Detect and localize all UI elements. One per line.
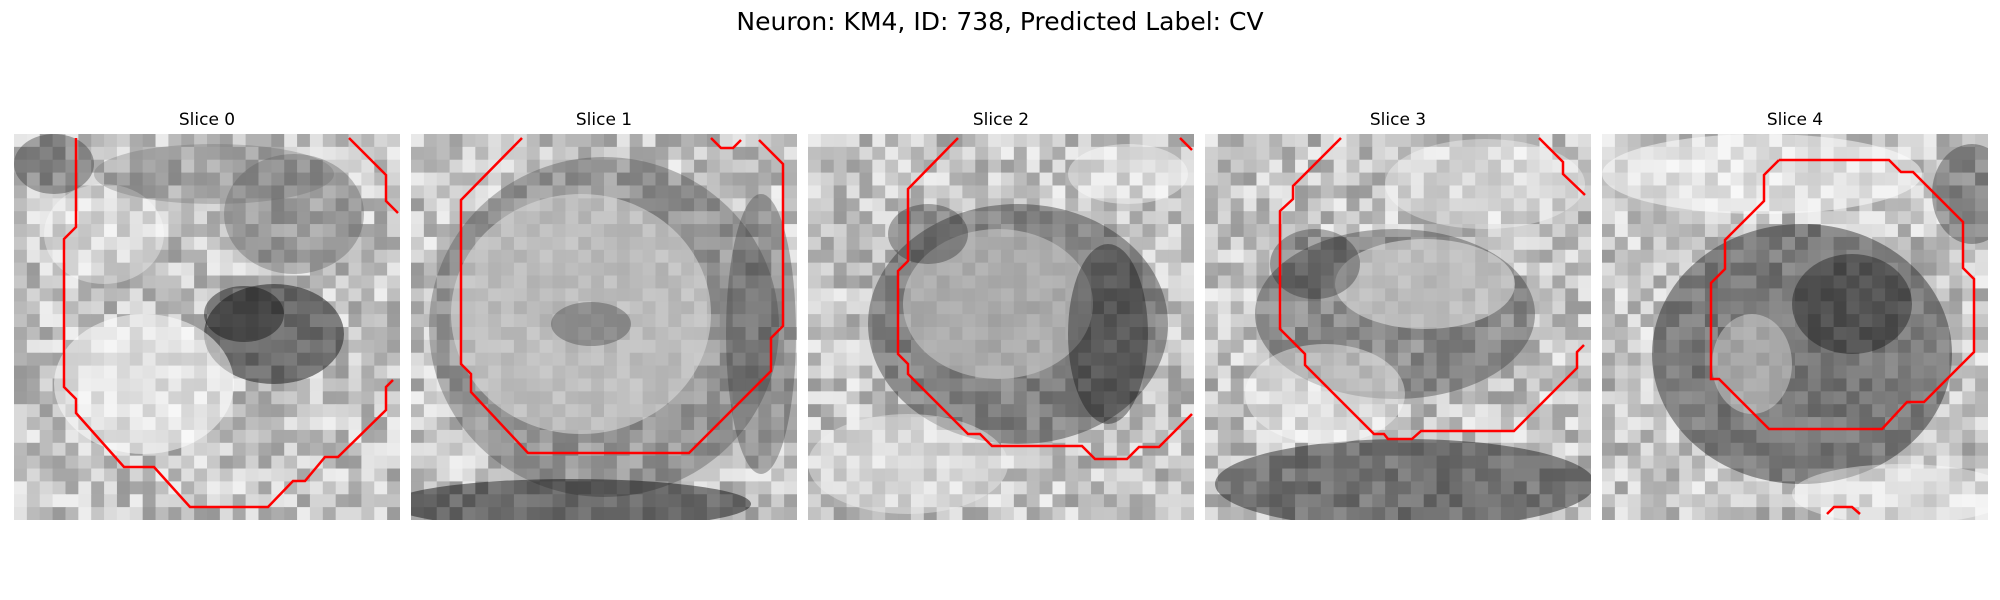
contour-line-corner <box>1179 137 1193 151</box>
contour-line-bottom <box>1826 505 1861 515</box>
tissue-shading <box>14 134 364 454</box>
slice-title-0: Slice 0 <box>178 110 236 130</box>
slice-panel-1: Slice 1 <box>411 108 797 526</box>
slice-image-3 <box>1205 134 1591 520</box>
slice-image-0 <box>14 134 400 520</box>
slice-image-1 <box>411 134 797 520</box>
contour-line <box>459 137 785 455</box>
grayscale-texture <box>1602 134 1988 520</box>
contour-line <box>1278 137 1585 441</box>
figure-title: Neuron: KM4, ID: 738, Predicted Label: C… <box>736 7 1264 36</box>
slice-title-2: Slice 2 <box>972 110 1030 130</box>
contour-line-corner <box>710 137 742 150</box>
contour-line-corner <box>1538 137 1586 196</box>
slice-title-3: Slice 3 <box>1369 110 1427 130</box>
slice-panel-2: Slice 2 <box>808 108 1194 526</box>
contour-line <box>62 138 394 509</box>
slice-image-2 <box>808 134 1194 520</box>
tissue-shading <box>1215 139 1591 520</box>
contour-line <box>896 137 1193 461</box>
slice-title-1: Slice 1 <box>575 110 633 130</box>
slice-panel-4: Slice 4 <box>1602 108 1988 526</box>
slice-panel-0: Slice 0 <box>14 108 400 526</box>
grayscale-texture <box>1205 134 1591 520</box>
slice-panel-3: Slice 3 <box>1205 108 1591 526</box>
slice-title-4: Slice 4 <box>1766 110 1824 130</box>
slice-image-4 <box>1602 134 1988 520</box>
tissue-shading <box>1602 134 1988 520</box>
tissue-shading <box>411 157 796 520</box>
contour-line <box>1709 158 1976 431</box>
tissue-shading <box>808 144 1188 514</box>
contour-line-corner <box>348 137 399 214</box>
